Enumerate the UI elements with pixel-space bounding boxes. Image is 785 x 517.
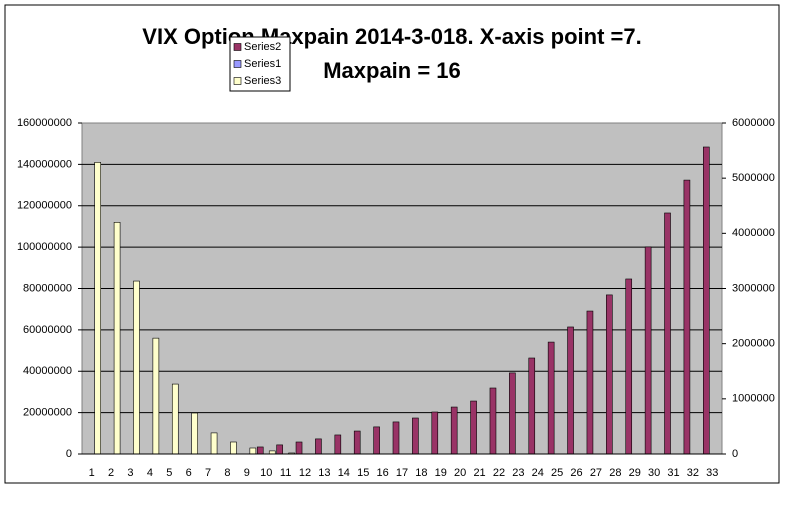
bar [470, 400, 477, 455]
x-tick-label: 3 [127, 467, 133, 479]
x-tick-label: 14 [338, 467, 350, 479]
y-tick-label: 160000000 [17, 117, 72, 129]
x-tick-label: 24 [532, 467, 544, 479]
chart-title: VIX Option Maxpain 2014-3-018. X-axis po… [142, 24, 641, 49]
bar [509, 372, 516, 455]
x-tick-label: 23 [512, 467, 524, 479]
x-tick-label: 10 [260, 467, 272, 479]
legend-swatch [233, 60, 242, 68]
bar [644, 246, 652, 455]
x-tick-label: 15 [357, 467, 369, 479]
x-tick-label: 22 [493, 467, 505, 479]
x-tick-label: 21 [473, 467, 485, 479]
bar [412, 417, 419, 455]
bar [230, 441, 237, 455]
x-tick-label: 29 [629, 467, 641, 479]
bar [606, 294, 613, 455]
x-tick-label: 18 [415, 467, 427, 479]
y-tick-label: 20000000 [23, 407, 72, 419]
x-tick-label: 30 [648, 467, 660, 479]
x-tick-label: 13 [318, 467, 330, 479]
bar [373, 426, 380, 455]
y-tick-label: 120000000 [17, 200, 72, 212]
x-tick-label: 26 [570, 467, 582, 479]
x-tick-label: 8 [224, 467, 230, 479]
bar [489, 387, 497, 455]
bar [256, 446, 264, 455]
bar [171, 383, 179, 455]
bar [392, 421, 400, 455]
legend-label: Series1 [244, 58, 281, 70]
x-tick-label: 32 [687, 467, 699, 479]
y-tick-label: 0 [66, 448, 72, 460]
bar [113, 222, 121, 455]
y2-tick-label: 5000000 [732, 172, 775, 184]
x-tick-label: 17 [396, 467, 408, 479]
legend-swatch [233, 43, 242, 51]
bar [547, 341, 555, 455]
y-tick-label: 100000000 [17, 241, 72, 253]
x-tick-label: 12 [299, 467, 311, 479]
x-tick-label: 28 [609, 467, 621, 479]
bar [334, 434, 342, 455]
y2-tick-label: 4000000 [732, 227, 775, 239]
x-tick-label: 16 [376, 467, 388, 479]
legend-label: Series3 [244, 75, 281, 87]
bar [683, 179, 691, 455]
x-tick-label: 20 [454, 467, 466, 479]
x-tick-label: 5 [166, 467, 172, 479]
legend-swatch [233, 77, 242, 85]
y-tick-label: 60000000 [23, 324, 72, 336]
bar [94, 162, 101, 455]
bar [664, 212, 671, 455]
x-tick-label: 1 [89, 467, 95, 479]
bar [353, 430, 361, 455]
bar [152, 337, 160, 455]
x-tick-label: 19 [435, 467, 447, 479]
bar [703, 146, 710, 455]
y-tick-label: 140000000 [17, 158, 72, 170]
chart-title: Maxpain = 16 [323, 58, 461, 83]
x-tick-label: 11 [280, 467, 291, 479]
x-tick-label: 31 [667, 467, 679, 479]
x-tick-label: 2 [108, 467, 114, 479]
x-tick-label: 6 [186, 467, 192, 479]
y2-tick-label: 2000000 [732, 338, 775, 350]
bar [249, 447, 257, 455]
x-tick-label: 25 [551, 467, 563, 479]
bar [191, 412, 198, 455]
bar [210, 432, 218, 455]
x-tick-label: 7 [205, 467, 211, 479]
bar [567, 326, 574, 455]
bar [431, 411, 439, 455]
x-tick-label: 33 [706, 467, 718, 479]
bar [450, 406, 458, 455]
x-tick-label: 4 [147, 467, 153, 479]
bar [276, 444, 283, 455]
bar [625, 278, 633, 455]
bar [528, 357, 536, 455]
legend-label: Series2 [244, 41, 281, 53]
bar [586, 310, 594, 455]
y-tick-label: 80000000 [23, 282, 72, 294]
x-tick-label: 27 [590, 467, 602, 479]
y2-tick-label: 1000000 [732, 393, 775, 405]
bar [315, 438, 322, 455]
bar [133, 280, 140, 455]
y2-tick-label: 6000000 [732, 117, 775, 129]
bar [295, 441, 303, 455]
y2-tick-label: 3000000 [732, 282, 775, 294]
x-tick-label: 9 [244, 467, 250, 479]
y-tick-label: 40000000 [23, 365, 72, 377]
y2-tick-label: 0 [732, 448, 738, 460]
